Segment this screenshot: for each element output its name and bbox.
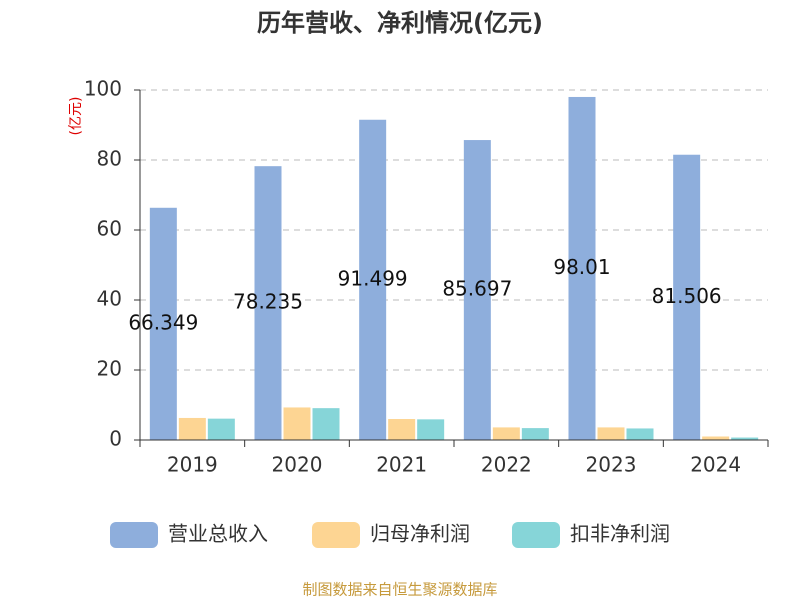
legend-label: 归母净利润 bbox=[370, 522, 470, 546]
legend-label: 营业总收入 bbox=[168, 522, 268, 546]
bar bbox=[312, 408, 340, 440]
bar bbox=[568, 96, 596, 440]
bar bbox=[597, 427, 625, 440]
bar bbox=[492, 427, 520, 440]
x-tick-label: 2022 bbox=[481, 453, 532, 477]
bar bbox=[359, 119, 387, 440]
x-tick-label: 2021 bbox=[376, 453, 427, 477]
bar bbox=[388, 419, 416, 440]
bar bbox=[673, 154, 701, 440]
source-note: 制图数据来自恒生聚源数据库 bbox=[302, 581, 497, 599]
x-tick-label: 2019 bbox=[167, 453, 218, 477]
legend-label: 扣非净利润 bbox=[570, 522, 670, 546]
legend-swatch[interactable] bbox=[110, 522, 158, 548]
data-label: 78.235 bbox=[233, 290, 303, 314]
y-tick-label: 60 bbox=[97, 217, 122, 241]
bar bbox=[178, 417, 206, 440]
y-tick-label: 80 bbox=[97, 147, 122, 171]
y-axis-label: (亿元) bbox=[68, 97, 84, 136]
chart-title: 历年营收、净利情况(亿元) bbox=[257, 9, 543, 37]
y-tick-label: 100 bbox=[84, 77, 122, 101]
legend-swatch[interactable] bbox=[512, 522, 560, 548]
bar bbox=[463, 140, 491, 441]
data-label: 85.697 bbox=[442, 277, 512, 301]
bar bbox=[149, 207, 177, 440]
bar bbox=[283, 407, 311, 440]
legend-swatch[interactable] bbox=[312, 522, 360, 548]
y-tick-label: 40 bbox=[97, 287, 122, 311]
data-label: 66.349 bbox=[128, 310, 198, 334]
x-tick-label: 2020 bbox=[272, 453, 323, 477]
data-label: 98.01 bbox=[553, 255, 610, 279]
x-tick-label: 2023 bbox=[586, 453, 637, 477]
bar bbox=[207, 418, 235, 440]
bar bbox=[417, 419, 445, 440]
bar bbox=[731, 437, 759, 440]
bar bbox=[254, 166, 282, 441]
data-label: 91.499 bbox=[338, 266, 408, 290]
y-tick-label: 0 bbox=[109, 427, 122, 451]
x-tick-label: 2024 bbox=[690, 453, 741, 477]
bar bbox=[702, 436, 730, 440]
data-label: 81.506 bbox=[652, 284, 722, 308]
bar bbox=[626, 428, 654, 440]
y-tick-label: 20 bbox=[97, 357, 122, 381]
bar bbox=[521, 428, 549, 440]
